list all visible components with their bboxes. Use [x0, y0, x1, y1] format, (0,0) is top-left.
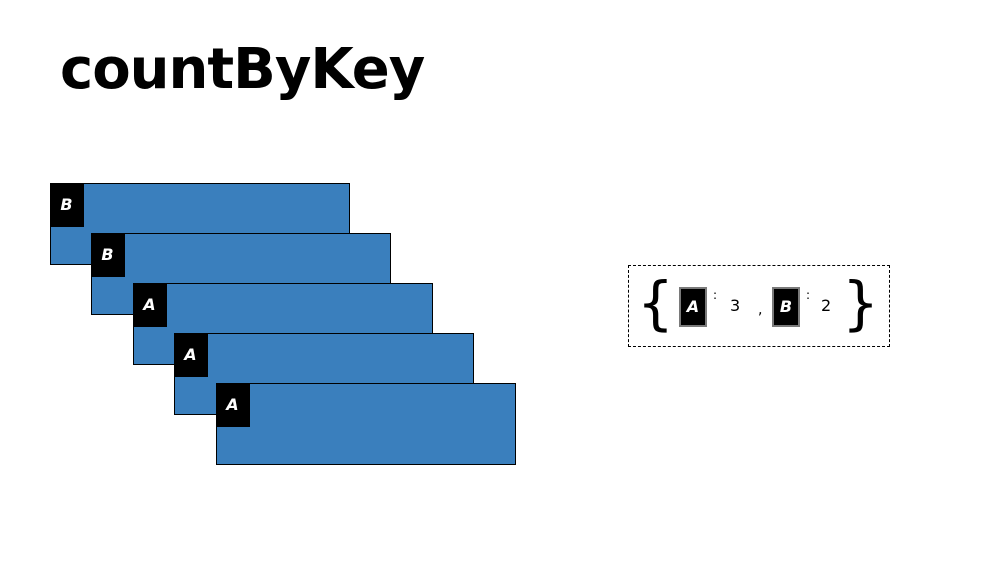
open-brace: { [637, 269, 674, 337]
result-count: 3 [730, 296, 741, 315]
result-key-badge: A [679, 287, 707, 327]
result-count: 2 [821, 296, 832, 315]
count-result-box: { A : 3 , B : 2 } [628, 265, 890, 347]
page-title: countByKey [60, 37, 425, 102]
result-colon: : [713, 288, 718, 302]
result-colon: : [806, 288, 811, 302]
record-key-badge: B [90, 232, 125, 277]
record-key-badge: B [49, 182, 84, 227]
record-key-badge: A [215, 382, 250, 427]
close-brace: } [842, 269, 879, 337]
record-block: A [215, 382, 516, 465]
result-separator: , [758, 302, 763, 318]
result-key-badge: B [772, 287, 800, 327]
record-key-badge: A [132, 282, 167, 327]
record-key-badge: A [173, 332, 208, 377]
